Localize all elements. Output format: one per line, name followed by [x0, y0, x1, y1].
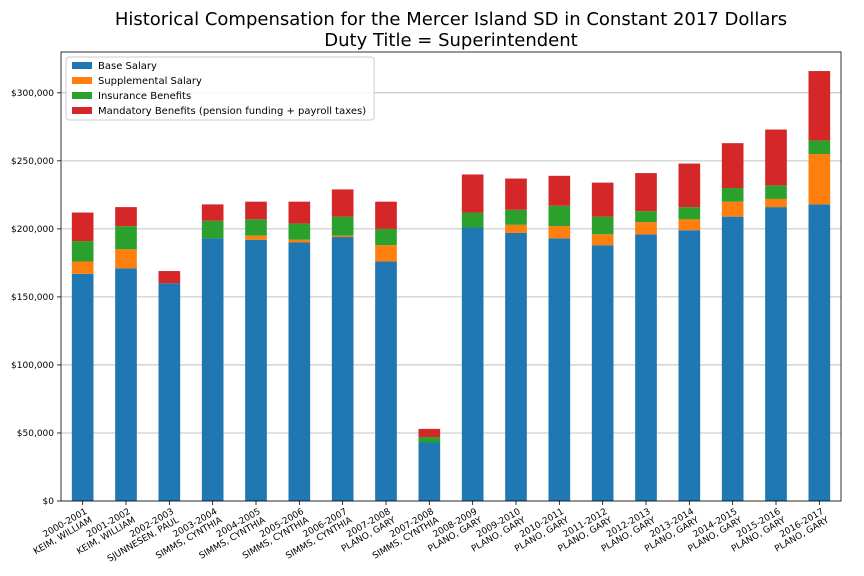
legend-label: Mandatory Benefits (pension funding + pa… — [98, 106, 366, 117]
bar-segment — [721, 216, 744, 501]
bar-segment — [678, 219, 701, 231]
bar-segment — [288, 242, 311, 501]
chart-subtitle: Duty Title = Superintendent — [324, 30, 577, 51]
bar-segment — [71, 212, 94, 242]
bar-segment — [375, 261, 397, 501]
y-tick-label: $200,000 — [11, 225, 54, 235]
bar-segment — [375, 245, 397, 262]
bar-segment — [158, 283, 181, 501]
bar-segment — [375, 228, 397, 246]
bar-segment — [418, 437, 441, 443]
bar-segment — [158, 271, 181, 284]
bar-segment — [115, 207, 137, 227]
bar-segment — [71, 241, 94, 262]
legend-swatch — [72, 92, 92, 99]
chart-title: Historical Compensation for the Mercer I… — [115, 9, 787, 30]
bar-segment — [765, 129, 787, 186]
bar-segment — [635, 211, 657, 223]
bar-segment — [635, 234, 657, 501]
y-tick-label: $100,000 — [11, 361, 54, 371]
y-tick-label: $250,000 — [11, 157, 54, 167]
bar-segment — [245, 219, 267, 236]
legend-label: Insurance Benefits — [98, 91, 191, 102]
plot-frame — [60, 51, 842, 502]
bar-segment — [678, 230, 701, 502]
bar-segment — [678, 207, 701, 220]
bar-segment — [288, 239, 311, 243]
bar-segment — [678, 163, 701, 208]
bar-segment — [548, 205, 571, 227]
y-tick-label: $300,000 — [11, 89, 54, 99]
legend-swatch — [72, 62, 92, 69]
legend-frame — [65, 56, 375, 121]
bar-segment — [115, 226, 137, 250]
bar-segment — [418, 428, 441, 438]
bar-segment — [548, 238, 571, 502]
bar-segment — [201, 204, 224, 221]
legend-swatch — [72, 107, 92, 114]
bar-segment — [505, 224, 527, 233]
bar-segment — [505, 232, 527, 501]
bar-segment — [721, 143, 744, 189]
bar-segment — [461, 227, 484, 501]
bar-segment — [331, 189, 354, 217]
bar-segment — [808, 71, 831, 141]
bar-segment — [115, 268, 137, 501]
y-tick-label: $0 — [43, 497, 55, 507]
bar-segment — [418, 442, 441, 501]
legend-label: Supplemental Salary — [98, 76, 202, 87]
bar-segment — [721, 201, 744, 217]
bar-segment — [201, 220, 224, 239]
bar-segment — [765, 198, 787, 208]
bar-segment — [548, 226, 571, 239]
bar-segment — [505, 178, 527, 210]
bar-segment — [245, 235, 267, 240]
bar-segment — [245, 239, 267, 501]
bar-segment — [375, 201, 397, 229]
bar-segment — [721, 188, 744, 202]
legend-box — [65, 56, 375, 121]
bar-segment — [461, 174, 484, 213]
bar-segment — [71, 273, 94, 501]
bar-segment — [591, 245, 614, 501]
y-tick-label: $50,000 — [17, 429, 54, 439]
bar-segment — [548, 175, 571, 206]
legend-swatch — [72, 77, 92, 84]
legend: Base Salary Supplemental Salary Insurance … — [65, 56, 375, 121]
bar-segment — [591, 216, 614, 235]
bar-segment — [591, 182, 614, 217]
bar-segment — [808, 154, 831, 205]
bar-segment — [115, 249, 137, 269]
bar-segment — [635, 222, 657, 235]
bar-segment — [245, 201, 267, 220]
bar-segment — [765, 207, 787, 502]
bar-segment — [808, 140, 831, 155]
bars — [71, 71, 831, 502]
bar-segment — [288, 223, 311, 240]
bar-segment — [591, 234, 614, 246]
legend-label: Base Salary — [98, 61, 157, 72]
bar-segment — [461, 212, 484, 228]
bar-segment — [288, 201, 311, 224]
bar-segment — [331, 237, 354, 501]
bar-segment — [331, 216, 354, 236]
bar-segment — [808, 204, 831, 501]
y-tick-label: $150,000 — [11, 293, 54, 303]
bar-segment — [635, 173, 657, 212]
bar-segment — [505, 209, 527, 225]
bar-segment — [765, 185, 787, 199]
bar-segment — [71, 261, 94, 274]
bar-segment — [201, 238, 224, 502]
bar-segment — [331, 235, 354, 238]
